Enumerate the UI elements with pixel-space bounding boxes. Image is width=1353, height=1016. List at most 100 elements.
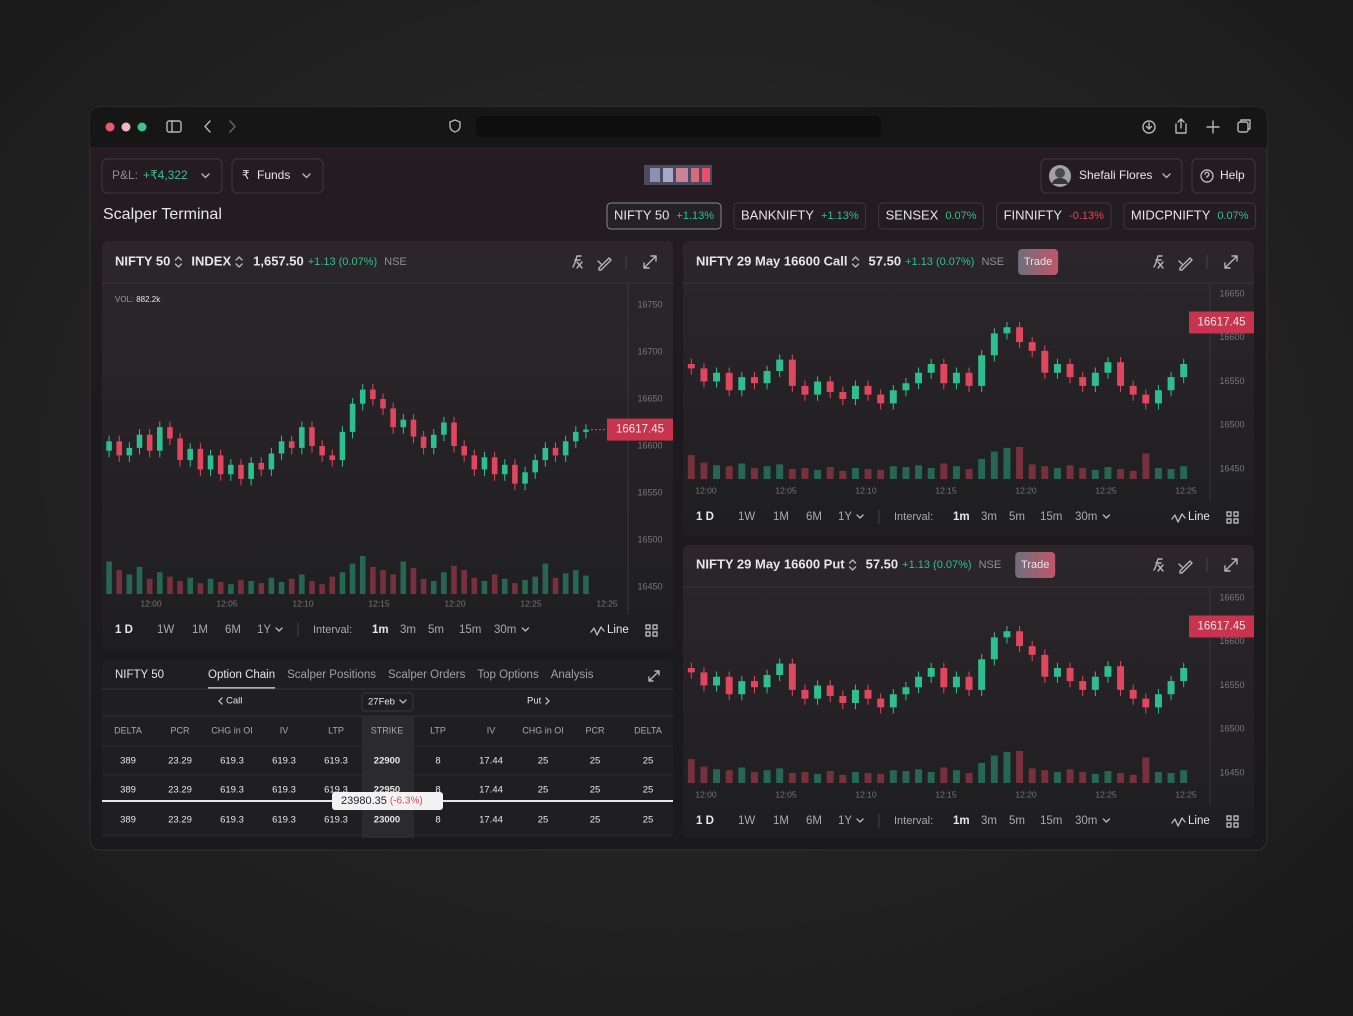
style-label[interactable]: Line: [607, 624, 629, 636]
trade-label[interactable]: Trade: [1024, 256, 1052, 268]
interval-option[interactable]: 3m: [981, 815, 997, 827]
indicator-icon[interactable]: [1153, 558, 1164, 572]
address-bar[interactable]: [476, 116, 881, 137]
draw-icon[interactable]: [597, 257, 612, 271]
help-box[interactable]: Help: [1191, 158, 1256, 194]
trade-label[interactable]: Trade: [1021, 559, 1049, 571]
range-option[interactable]: 6M: [806, 815, 822, 827]
minimize-dot[interactable]: [121, 122, 131, 132]
chain-tab[interactable]: Scalper Positions: [287, 669, 376, 681]
sort-icon: [235, 256, 243, 268]
range-option[interactable]: 1 D: [696, 511, 714, 523]
range-option[interactable]: 1M: [773, 815, 789, 827]
layout-icon[interactable]: [645, 624, 658, 637]
expand-icon[interactable]: [643, 255, 657, 269]
put-arrow[interactable]: [545, 697, 550, 705]
interval-option[interactable]: 1m: [953, 511, 970, 523]
chain-tab[interactable]: Scalper Orders: [388, 669, 466, 681]
interval-option[interactable]: 5m: [1009, 511, 1025, 523]
call-label[interactable]: Call: [226, 696, 242, 707]
funds-box[interactable]: ₹ Funds: [231, 158, 324, 194]
layout-icon[interactable]: [1226, 815, 1239, 828]
volume-bar: [713, 769, 721, 783]
range-option[interactable]: 1 D: [696, 815, 714, 827]
chain-tab[interactable]: Analysis: [551, 669, 594, 681]
interval-option[interactable]: 15m: [459, 624, 481, 636]
ticker-pill[interactable]: FINNIFTY -0.13%: [996, 202, 1112, 230]
chain-tab[interactable]: Top Options: [477, 669, 539, 681]
volume-bar: [471, 577, 478, 594]
x-tick-label: 12:15: [368, 598, 390, 608]
volume-bar: [1117, 772, 1125, 783]
range-option[interactable]: 1W: [738, 815, 755, 827]
draw-icon[interactable]: [1178, 560, 1193, 574]
interval-option[interactable]: 30m: [494, 624, 516, 636]
ticker-pill[interactable]: MIDCPNIFTY 0.07%: [1123, 202, 1257, 230]
symbol[interactable]: NIFTY 29 May 16600 Put: [696, 556, 845, 571]
close-dot[interactable]: [105, 122, 115, 132]
range-option[interactable]: 1W: [738, 511, 755, 523]
volume-bar: [309, 580, 315, 594]
candle-body: [491, 457, 498, 475]
expiry-select[interactable]: [361, 692, 414, 712]
range-option[interactable]: 1W: [157, 624, 174, 636]
candle-body: [410, 419, 417, 437]
volume-bar: [370, 566, 376, 594]
range-option[interactable]: 1M: [773, 511, 789, 523]
chain-tab[interactable]: Option Chain: [208, 669, 275, 681]
trade-button[interactable]: [1018, 249, 1059, 275]
expiry-label[interactable]: 27Feb: [368, 697, 395, 708]
ticker-pill[interactable]: NIFTY 50 +1.13%: [606, 202, 722, 230]
candle-body: [965, 372, 973, 386]
volume-bar: [288, 578, 295, 594]
ticker-pill[interactable]: BANKNIFTY +1.13%: [733, 202, 867, 230]
last-price-label: 16617.45: [616, 424, 664, 436]
expand-icon[interactable]: [1224, 255, 1238, 269]
expand-icon[interactable]: [648, 670, 660, 682]
style-label[interactable]: Line: [1188, 511, 1210, 523]
symbol[interactable]: NIFTY 50: [115, 253, 170, 268]
volume-bar: [1066, 465, 1074, 479]
symbol[interactable]: NIFTY 29 May 16600 Call: [696, 253, 848, 268]
pnl-box[interactable]: P&L: +₹4,322: [101, 158, 223, 194]
indicator-icon[interactable]: [572, 255, 583, 269]
range-option[interactable]: 1M: [192, 624, 208, 636]
user-box[interactable]: Shefali Flores: [1040, 158, 1183, 194]
interval-option[interactable]: 5m: [428, 624, 444, 636]
ticker-pill[interactable]: SENSEX 0.07%: [878, 202, 985, 230]
indicator-icon[interactable]: [1153, 255, 1164, 269]
draw-icon[interactable]: [1178, 257, 1193, 271]
line-style-icon[interactable]: [1171, 817, 1186, 827]
range-option[interactable]: 6M: [225, 624, 241, 636]
put-label[interactable]: Put: [527, 696, 542, 707]
trade-button[interactable]: [1015, 552, 1056, 578]
interval-option[interactable]: 15m: [1040, 511, 1062, 523]
interval-option[interactable]: 15m: [1040, 815, 1062, 827]
range-option[interactable]: 1 D: [115, 624, 133, 636]
interval-option[interactable]: 3m: [981, 511, 997, 523]
segment[interactable]: INDEX: [191, 253, 231, 268]
x-tick-label: 12:25: [1175, 789, 1197, 799]
interval-option[interactable]: 1m: [372, 624, 389, 636]
style-label[interactable]: Line: [1188, 815, 1210, 827]
volume-bar: [927, 772, 935, 783]
call-arrow[interactable]: [218, 697, 223, 705]
expand-icon[interactable]: [1224, 558, 1238, 572]
interval-option[interactable]: 1m: [953, 815, 970, 827]
layout-icon[interactable]: [1226, 511, 1239, 524]
interval-option[interactable]: 30m: [1075, 511, 1097, 523]
range-option[interactable]: 1Y: [838, 815, 852, 827]
caret-icon: [1102, 818, 1111, 823]
chart-panel: [102, 241, 673, 650]
interval-option[interactable]: 30m: [1075, 815, 1097, 827]
range-option[interactable]: 6M: [806, 511, 822, 523]
volume-bar: [864, 468, 872, 479]
interval-option[interactable]: 5m: [1009, 815, 1025, 827]
range-option[interactable]: 1Y: [838, 511, 852, 523]
range-option[interactable]: 1Y: [257, 624, 271, 636]
zoom-dot[interactable]: [137, 122, 147, 132]
interval-option[interactable]: 3m: [400, 624, 416, 636]
line-style-icon[interactable]: [1171, 513, 1186, 523]
line-style-icon[interactable]: [590, 626, 605, 636]
x-tick-label: 12:25: [520, 598, 542, 608]
